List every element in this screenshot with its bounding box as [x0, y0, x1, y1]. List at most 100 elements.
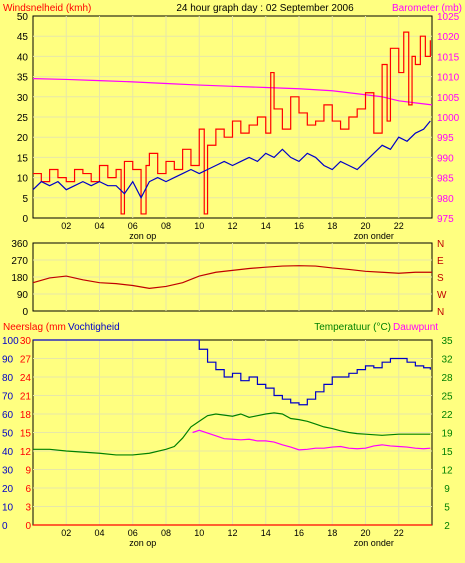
x-tick-label: 20 — [360, 528, 370, 538]
direction-tick-label: 180 — [11, 273, 28, 284]
x-tick-label: 18 — [327, 528, 337, 538]
grid-lines — [33, 243, 432, 311]
humidity-line — [33, 339, 431, 406]
rain-tick-label: 21 — [20, 392, 32, 403]
wind-tick-label: 10 — [17, 174, 29, 185]
x-tick-label: 14 — [261, 528, 271, 538]
temperature-tick-label: 25 — [441, 392, 453, 403]
sun-label: zon onder — [354, 538, 394, 548]
x-tick-label: 10 — [194, 528, 204, 538]
temperature-tick-label: 2 — [444, 521, 450, 532]
humidity-tick-label: 20 — [2, 484, 14, 495]
barometer-tick-label: 980 — [437, 194, 454, 205]
wind-tick-label: 15 — [17, 153, 29, 164]
x-tick-label: 02 — [61, 221, 71, 231]
barometer-tick-label: 995 — [437, 133, 454, 144]
x-tick-label: 22 — [394, 221, 404, 231]
wind-average-line — [32, 120, 431, 200]
x-tick-label: 04 — [94, 528, 104, 538]
barometer-axis-title: Barometer (mb) — [392, 3, 462, 14]
compass-tick-label: W — [437, 290, 447, 301]
barometer-tick-label: 975 — [437, 214, 454, 225]
direction-tick-label: 270 — [11, 256, 28, 267]
wind-tick-label: 40 — [17, 52, 29, 63]
wind-gust-line — [33, 31, 431, 215]
rain-tick-label: 15 — [20, 429, 32, 440]
wind-tick-label: 25 — [17, 113, 29, 124]
temperature-tick-label: 15 — [441, 447, 453, 458]
wind-tick-label: 5 — [22, 194, 28, 205]
temperature-axis-title: Temperatuur (°C) — [314, 322, 391, 333]
temperature-tick-label: 5 — [444, 503, 450, 514]
x-tick-label: 20 — [360, 221, 370, 231]
wind-axis-title: Windsnelheid (kmh) — [3, 3, 91, 14]
barometer-tick-label: 990 — [437, 153, 454, 164]
humidity-tick-label: 90 — [2, 355, 14, 366]
humidity-tick-label: 100 — [2, 336, 19, 347]
humidity-tick-label: 70 — [2, 392, 14, 403]
sun-label: zon onder — [354, 231, 394, 241]
barometer-tick-label: 1020 — [437, 32, 460, 43]
wind-tick-label: 30 — [17, 93, 29, 104]
compass-tick-label: S — [437, 273, 444, 284]
humidity-tick-label: 10 — [2, 503, 14, 514]
x-tick-label: 16 — [294, 221, 304, 231]
rain-tick-label: 30 — [20, 336, 32, 347]
rain-tick-label: 3 — [25, 503, 31, 514]
humidity-tick-label: 30 — [2, 466, 14, 477]
dewpoint-axis-title: Dauwpunt — [393, 322, 438, 333]
rain-tick-label: 27 — [20, 355, 32, 366]
humidity-axis-title: Vochtigheid — [68, 322, 120, 333]
humidity-tick-label: 0 — [2, 521, 8, 532]
x-tick-label: 10 — [194, 221, 204, 231]
sun-label: zon op — [129, 538, 156, 548]
x-tick-label: 16 — [294, 528, 304, 538]
barometer-tick-label: 1010 — [437, 73, 460, 84]
grid-lines — [33, 340, 432, 525]
temperature-tick-label: 35 — [441, 336, 453, 347]
temperature-tick-label: 22 — [441, 410, 453, 421]
x-tick-label: 08 — [161, 221, 171, 231]
barometer-line — [32, 78, 433, 106]
x-tick-label: 08 — [161, 528, 171, 538]
compass-tick-label: N — [437, 239, 444, 250]
x-tick-label: 12 — [227, 528, 237, 538]
temperature-tick-label: 28 — [441, 373, 453, 384]
wind-tick-label: 35 — [17, 73, 29, 84]
humidity-tick-label: 50 — [2, 429, 14, 440]
rain-tick-label: 9 — [25, 466, 31, 477]
barometer-tick-label: 1015 — [437, 52, 460, 63]
rain-tick-label: 6 — [25, 484, 31, 495]
wind-tick-label: 45 — [17, 32, 29, 43]
x-tick-label: 02 — [61, 528, 71, 538]
rain-tick-label: 18 — [20, 410, 32, 421]
x-tick-label: 18 — [327, 221, 337, 231]
compass-tick-label: N — [437, 307, 444, 318]
temperature-tick-label: 32 — [441, 355, 453, 366]
x-tick-label: 14 — [261, 221, 271, 231]
barometer-tick-label: 1005 — [437, 93, 460, 104]
x-tick-label: 04 — [94, 221, 104, 231]
wind-tick-label: 0 — [22, 214, 28, 225]
sun-label: zon op — [129, 231, 156, 241]
temperature-line — [33, 412, 431, 456]
temperature-tick-label: 12 — [441, 466, 453, 477]
barometer-tick-label: 1000 — [437, 113, 460, 124]
x-tick-label: 06 — [128, 221, 138, 231]
x-tick-label: 06 — [128, 528, 138, 538]
temperature-tick-label: 19 — [441, 429, 453, 440]
rain-tick-label: 12 — [20, 447, 32, 458]
direction-tick-label: 0 — [22, 307, 28, 318]
rain-axis-title: Neerslag (mm — [3, 322, 66, 333]
wind-tick-label: 50 — [17, 12, 29, 23]
barometer-tick-label: 985 — [437, 174, 454, 185]
wind-tick-label: 20 — [17, 133, 29, 144]
x-tick-label: 22 — [394, 528, 404, 538]
dewpoint-line — [192, 429, 431, 451]
x-tick-label: 12 — [227, 221, 237, 231]
rain-tick-label: 24 — [20, 373, 32, 384]
chart-header-title: 24 hour graph day : 02 September 2006 — [176, 3, 354, 14]
barometer-tick-label: 1025 — [437, 12, 460, 23]
wind-direction-line — [32, 265, 432, 289]
